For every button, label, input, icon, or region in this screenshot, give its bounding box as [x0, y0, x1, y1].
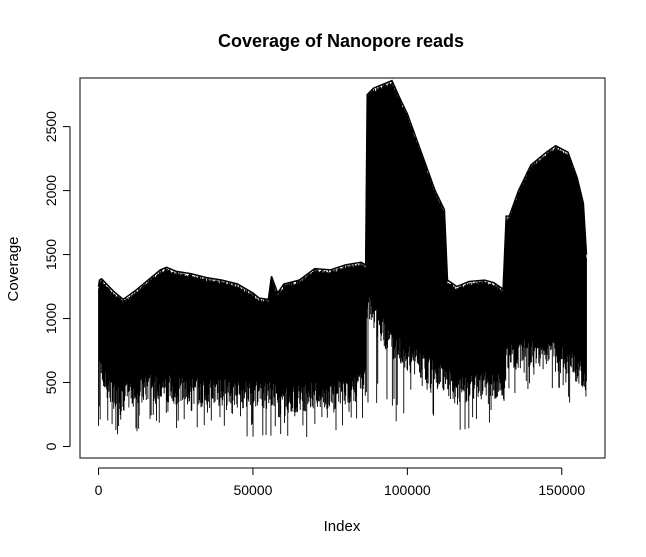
- x-axis: 0 50000 100000 150000: [95, 467, 585, 498]
- coverage-line-0: [98, 80, 587, 437]
- chart-title: Coverage of Nanopore reads: [218, 31, 464, 51]
- y-tick-label: 1500: [43, 239, 59, 270]
- y-axis: 0 500 1000 1500 2000 2500: [43, 111, 71, 450]
- coverage-upper-envelope-0: [97, 79, 588, 301]
- y-axis-label: Coverage: [5, 236, 22, 301]
- y-tick-label: 2500: [43, 111, 59, 142]
- y-tick-label: 500: [43, 371, 59, 395]
- y-tick-label: 1000: [43, 303, 59, 334]
- y-tick-label: 2000: [43, 175, 59, 206]
- x-axis-label: Index: [324, 518, 361, 535]
- x-tick-label: 50000: [233, 482, 272, 498]
- y-tick-label: 0: [43, 442, 59, 450]
- x-tick-label: 100000: [384, 482, 431, 498]
- plot-frame: [79, 77, 606, 459]
- x-tick-label: 150000: [538, 482, 585, 498]
- coverage-series: [97, 79, 588, 437]
- x-tick-label: 0: [95, 482, 103, 498]
